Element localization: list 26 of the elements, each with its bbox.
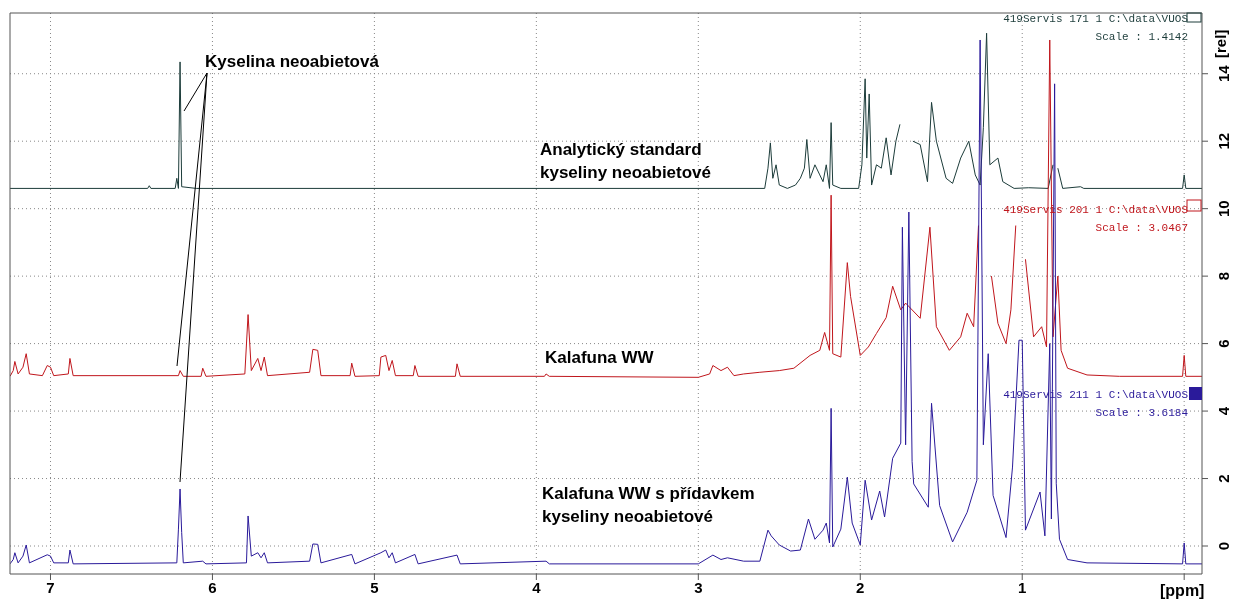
annotation: Scale : 1.4142 [1095, 30, 1188, 44]
x-tick-label: 3 [694, 578, 703, 596]
x-tick-label: 5 [370, 578, 379, 596]
x-tick-label: 6 [208, 578, 217, 596]
y-tick-label: 12 [1215, 132, 1233, 150]
y-tick-label: 10 [1215, 200, 1233, 217]
x-axis-title: [ppm] [1160, 582, 1205, 600]
x-tick-label: 7 [46, 578, 55, 596]
y-tick-label: 14 [1215, 64, 1233, 83]
y-tick-label: 2 [1215, 474, 1233, 483]
y-tick-label: 8 [1215, 271, 1233, 281]
y-tick-label: 4 [1215, 406, 1233, 416]
x-tick-label: 4 [532, 578, 542, 596]
annotation: Scale : 3.0467 [1095, 221, 1188, 235]
annotation: Kalafuna WW [545, 347, 654, 369]
annotation: 419Servis 171 1 C:\data\VUOS [1003, 12, 1188, 26]
y-tick-label: 0 [1215, 541, 1233, 551]
annotation: Scale : 3.6184 [1095, 406, 1188, 420]
annotation: Kalafuna WW s přídavkem kyseliny neoabietové [542, 483, 756, 528]
x-tick-label: 1 [1018, 578, 1027, 596]
annotation: Analytický standard kyseliny neoabietové [540, 139, 713, 184]
line-series [10, 39, 1202, 565]
annotation: Kyselina neoabietová [205, 51, 379, 73]
x-tick-label: 2 [856, 578, 865, 596]
y-tick-label: 6 [1215, 339, 1233, 348]
y-axis-title: [rel] [1212, 29, 1229, 58]
